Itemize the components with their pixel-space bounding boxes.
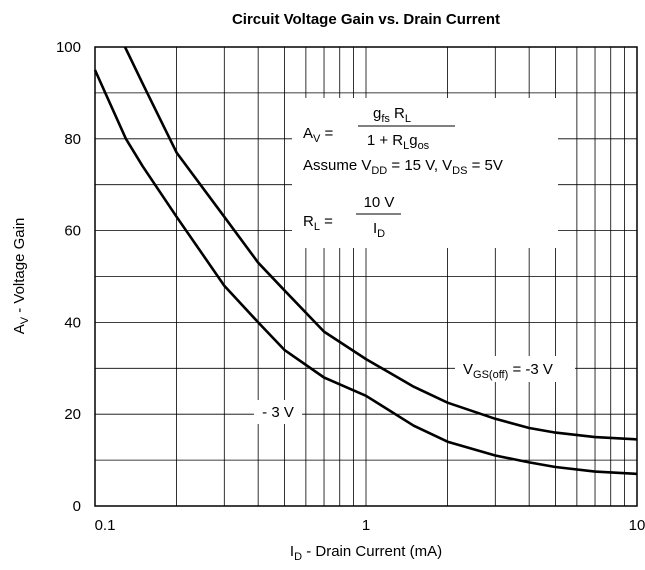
subscript: DD — [371, 165, 387, 177]
x-tick-label: 1 — [362, 517, 370, 534]
curve — [123, 46, 638, 441]
subscript: fs — [381, 113, 390, 125]
annotation: Assume VDD = 15 V, VDS = 5V — [303, 157, 503, 177]
subscript: D — [294, 551, 302, 563]
annotation: 10 V — [364, 194, 395, 211]
label-background — [254, 400, 302, 424]
text-segment: - Drain Current (mA) — [302, 543, 442, 560]
x-tick-label: 0.1 — [95, 517, 116, 534]
chart-title: Circuit Voltage Gain vs. Drain Current — [232, 11, 500, 28]
text-segment: 10 V — [364, 194, 395, 211]
y-tick-label: 20 — [64, 406, 81, 423]
text-segment: A — [11, 324, 28, 334]
subscript: GS(off) — [473, 369, 508, 381]
text-segment: = -3 V — [508, 361, 553, 378]
y-tick-label: 60 — [64, 223, 81, 240]
text-segment: = — [320, 213, 333, 230]
text-segment: A — [303, 125, 313, 142]
text-segment: - 3 V — [262, 404, 294, 421]
subscript: L — [405, 113, 411, 125]
text-segment: Assume V — [303, 157, 371, 174]
annotation: VGS(off) = -3 V — [463, 361, 553, 381]
x-tick-label: 10 — [629, 517, 645, 534]
subscript: DS — [452, 165, 467, 177]
annotation: RL = — [303, 213, 333, 233]
y-tick-label: 40 — [64, 314, 81, 331]
y-tick-label: 100 — [56, 39, 81, 56]
y-tick-label: 0 — [73, 498, 81, 515]
annotation: 1 + RLgos — [367, 132, 430, 152]
subscript: L — [403, 140, 409, 152]
text-segment: 1 + R — [367, 132, 403, 149]
y-axis-label: AV - Voltage Gain — [11, 218, 31, 335]
subscript: L — [314, 221, 320, 233]
text-segment: R — [303, 213, 314, 230]
text-segment: I — [373, 220, 377, 237]
text-segment: - Voltage Gain — [11, 218, 28, 317]
annotation: AV = — [303, 125, 334, 145]
curves — [93, 46, 638, 476]
plot-frame — [94, 46, 638, 507]
annotation: - 3 V — [262, 404, 294, 421]
subscript: D — [377, 228, 385, 240]
subscript: V — [313, 133, 321, 145]
annotation: ID — [373, 220, 385, 240]
formula-background — [292, 98, 558, 248]
subscript: os — [418, 140, 430, 152]
label-background — [455, 356, 575, 382]
text-segment: = 5V — [467, 157, 502, 174]
text-segment: V — [463, 361, 473, 378]
y-tick-label: 80 — [64, 131, 81, 148]
text-segment: g — [373, 105, 381, 122]
annotation: gfs RL — [373, 105, 411, 125]
subscript: V — [19, 316, 31, 324]
text-segment: I — [290, 543, 294, 560]
text-segment: R — [390, 105, 405, 122]
curve — [93, 69, 638, 476]
text-segment: = — [320, 125, 333, 142]
text-segment: g — [409, 132, 417, 149]
text-segment: = 15 V, V — [387, 157, 452, 174]
x-axis-label: ID - Drain Current (mA) — [290, 543, 442, 563]
